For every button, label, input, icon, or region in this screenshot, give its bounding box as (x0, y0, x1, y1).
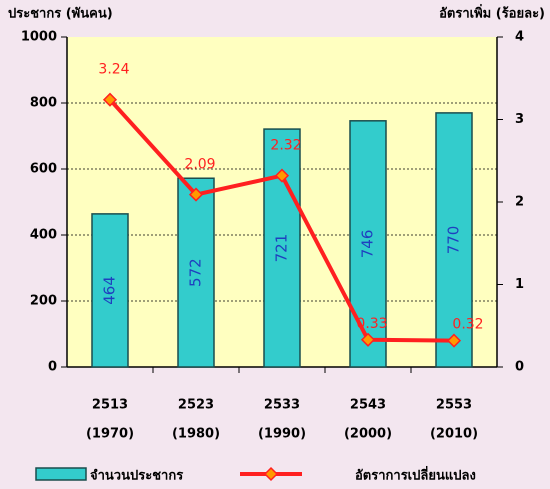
x-tick-label: (1980) (172, 427, 220, 442)
y2-tick-label: 1 (515, 277, 524, 292)
y-tick-label: 600 (30, 162, 57, 177)
y-tick-label: 1000 (21, 30, 57, 45)
line-value-label: 0.33 (356, 316, 387, 332)
x-tick-label: 2523 (178, 398, 214, 413)
bar-value-label: 770 (445, 226, 463, 255)
bar (435, 112, 473, 368)
legend-label: จำนวนประชากร (90, 468, 183, 484)
y2-tick-label: 3 (515, 112, 524, 127)
legend-swatch (35, 467, 87, 481)
bar-value-label: 721 (273, 234, 291, 263)
bar-value-label: 746 (359, 230, 377, 259)
legend-swatch (263, 466, 279, 482)
y-axis-title: ประชากร (พันคน) (8, 7, 113, 22)
line-value-label: 3.24 (98, 62, 129, 78)
y-tick-label: 400 (30, 228, 57, 243)
x-tick-label: (2000) (344, 427, 392, 442)
line-value-label: 2.09 (184, 157, 215, 173)
x-tick-label: 2553 (436, 398, 472, 413)
y2-tick-label: 4 (515, 30, 524, 45)
line-value-label: 0.32 (452, 317, 483, 333)
y2-axis-title: อัตราเพิ่ม (ร้อยละ) (439, 4, 545, 22)
marker (446, 333, 462, 348)
marker (274, 168, 290, 183)
y2-tick-label: 0 (515, 360, 524, 375)
y-tick-label: 200 (30, 294, 57, 309)
x-tick-label: 2533 (264, 398, 300, 413)
bar (349, 120, 387, 368)
x-tick-label: (1970) (86, 427, 134, 442)
bar (91, 213, 129, 368)
y-tick-label: 800 (30, 96, 57, 111)
legend-label: อัตราการเปลี่ยนแปลง (355, 466, 476, 484)
marker (102, 92, 118, 107)
line-value-label: 2.32 (270, 138, 301, 154)
bar-value-label: 464 (101, 276, 119, 305)
x-tick-label: 2513 (92, 398, 128, 413)
x-tick-label: (1990) (258, 427, 306, 442)
marker (360, 332, 376, 347)
bar (177, 177, 215, 368)
bar-value-label: 572 (187, 258, 205, 287)
x-tick-label: 2543 (350, 398, 386, 413)
y2-tick-label: 2 (515, 195, 524, 210)
marker (188, 187, 204, 202)
x-tick-label: (2010) (430, 427, 478, 442)
y-tick-label: 0 (48, 360, 57, 375)
